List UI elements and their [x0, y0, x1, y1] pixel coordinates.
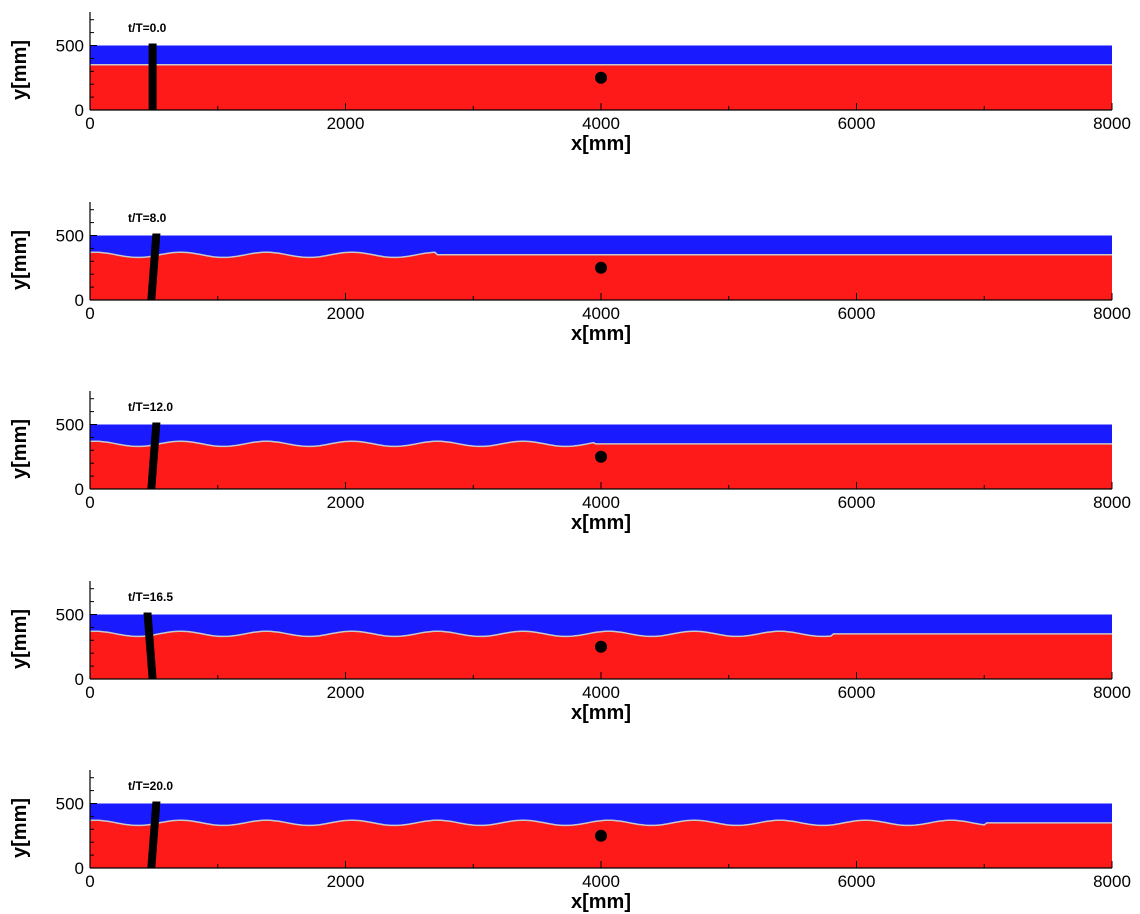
x-tick-label: 4000 [582, 304, 620, 323]
x-axis-label: x[mm] [571, 702, 631, 724]
wave-paddle [147, 801, 161, 868]
time-label: t/T=20.0 [128, 779, 173, 793]
y-tick-label: 0 [75, 670, 84, 689]
x-axis-label: x[mm] [571, 133, 631, 155]
x-tick-label: 8000 [1093, 683, 1131, 702]
body-marker [595, 450, 607, 463]
free-surface-line [89, 251, 1112, 259]
y-axis-label: y[mm] [9, 609, 31, 669]
y-tick-label: 500 [56, 37, 84, 56]
x-tick-label: 4000 [582, 683, 620, 702]
panel-1: 0 2000 4000 6000 8000 0 500 x[mm] y[mm] t/T=0.0 [9, 12, 1131, 155]
x-tick-label: 0 [85, 683, 94, 702]
x-tick-label: 4000 [582, 493, 620, 512]
x-tick-label: 6000 [838, 114, 876, 133]
y-tick-label: 500 [56, 416, 84, 435]
y-tick-label: 500 [56, 795, 84, 814]
x-tick-label: 8000 [1093, 304, 1131, 323]
y-tick-label: 0 [75, 291, 84, 310]
y-tick-label: 0 [75, 101, 84, 120]
x-tick-label: 2000 [327, 683, 365, 702]
y-tick-label: 0 [75, 480, 84, 499]
y-tick-label: 500 [56, 227, 84, 246]
panel-2: 0 2000 4000 6000 8000 0 500 x[mm] y[mm] t/T=8.0 [9, 202, 1131, 345]
y-axis-label: y[mm] [9, 40, 31, 100]
x-tick-label: 0 [85, 114, 94, 133]
water-region [90, 252, 1112, 300]
x-tick-label: 4000 [582, 872, 620, 891]
body-marker [595, 261, 607, 274]
body-marker [595, 640, 607, 653]
body-marker [595, 71, 607, 84]
y-axis-label: y[mm] [9, 419, 31, 479]
x-tick-label: 8000 [1093, 872, 1131, 891]
panel-3: 0 2000 4000 6000 8000 0 500 x[mm] y[mm] t/T=12.0 [9, 391, 1131, 534]
panel-5: 0 2000 4000 6000 8000 0 500 x[mm] y[mm] t/T=20.0 [9, 770, 1131, 913]
water-region [90, 441, 1112, 489]
wave-paddle [147, 233, 161, 300]
x-tick-label: 2000 [327, 493, 365, 512]
free-surface-line [89, 630, 1112, 638]
x-tick-label: 6000 [838, 683, 876, 702]
time-label: t/T=0.0 [128, 21, 167, 35]
x-tick-label: 2000 [327, 304, 365, 323]
x-tick-label: 0 [85, 872, 94, 891]
y-tick-label: 500 [56, 606, 84, 625]
x-tick-label: 2000 [327, 872, 365, 891]
wave-paddle [143, 612, 157, 679]
x-axis-label: x[mm] [571, 323, 631, 345]
x-tick-label: 0 [85, 493, 94, 512]
water-region [90, 631, 1112, 679]
x-tick-label: 2000 [327, 114, 365, 133]
free-surface-line [89, 440, 1112, 448]
x-tick-label: 0 [85, 304, 94, 323]
y-tick-label: 0 [75, 859, 84, 878]
time-label: t/T=12.0 [128, 400, 173, 414]
x-tick-label: 4000 [582, 114, 620, 133]
x-tick-label: 6000 [838, 493, 876, 512]
water-region [90, 820, 1112, 868]
time-label: t/T=16.5 [128, 590, 173, 604]
x-tick-label: 6000 [838, 872, 876, 891]
y-axis-label: y[mm] [9, 798, 31, 858]
water-region [90, 64, 1112, 110]
time-label: t/T=8.0 [128, 211, 167, 225]
body-marker [595, 829, 607, 842]
free-surface-line [89, 819, 1112, 827]
wave-paddle [148, 43, 157, 110]
wave-paddle [147, 422, 161, 489]
x-tick-label: 8000 [1093, 493, 1131, 512]
panel-4: 0 2000 4000 6000 8000 0 500 x[mm] y[mm] t/T=16.5 [9, 581, 1131, 724]
y-axis-label: y[mm] [9, 230, 31, 290]
x-tick-label: 6000 [838, 304, 876, 323]
x-axis-label: x[mm] [571, 891, 631, 913]
x-axis-label: x[mm] [571, 512, 631, 534]
x-tick-label: 8000 [1093, 114, 1131, 133]
